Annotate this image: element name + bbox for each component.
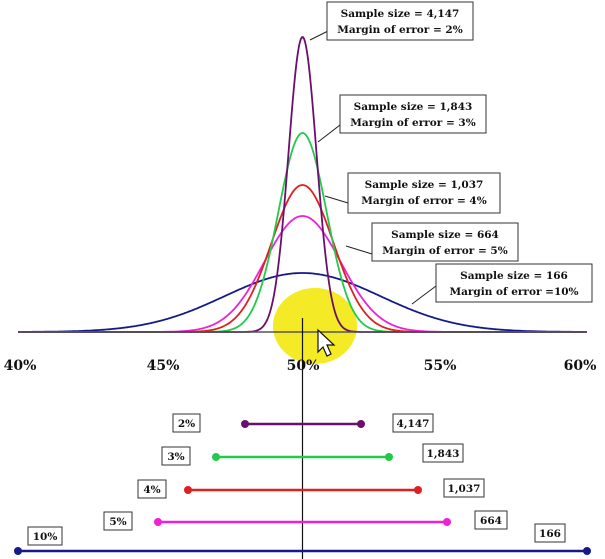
callout-sample-size: Sample size = 1,037: [365, 179, 484, 191]
callout-n-1037: Sample size = 1,037 Margin of error = 4%: [324, 172, 501, 214]
interval-endpoint-high: [357, 420, 365, 428]
callout-sample-size: Sample size = 166: [460, 270, 568, 282]
callout-leader: [411, 285, 437, 305]
callout-box: [435, 263, 593, 303]
interval-bar-n-1037: 4% 1,037: [137, 478, 485, 499]
interval-moe-box: [172, 413, 201, 433]
interval-endpoint-high: [443, 518, 451, 526]
interval-endpoint-low: [241, 420, 249, 428]
interval-size-box: [534, 523, 566, 543]
interval-moe-label: 10%: [33, 531, 58, 543]
x-tick-label: 45%: [147, 358, 180, 374]
interval-bar-n-1843: 3% 1,843: [161, 443, 464, 466]
callout-n-664: Sample size = 664 Margin of error = 5%: [345, 222, 519, 262]
callout-n-166: Sample size = 166 Margin of error =10%: [411, 263, 593, 305]
interval-moe-box: [27, 526, 63, 546]
callout-leader: [345, 245, 373, 255]
callout-n-1843: Sample size = 1,843 Margin of error = 3%: [317, 94, 487, 143]
callout-leader: [324, 195, 349, 204]
curve-n-166: [18, 272, 587, 333]
callout-n-4147: Sample size = 4,147 Margin of error = 2%: [309, 1, 474, 41]
interval-bar-n-4147: 2% 4,147: [172, 413, 434, 433]
interval-size-label: 664: [480, 515, 502, 527]
callout-leader: [317, 124, 341, 143]
highlight-marker: [273, 288, 357, 364]
interval-bar-n-166: 10% 166: [14, 523, 591, 555]
interval-moe-box: [137, 479, 167, 499]
callout-margin-of-error: Margin of error =10%: [449, 286, 578, 298]
interval-moe-box: [161, 446, 191, 466]
callout-box: [371, 222, 519, 262]
interval-moe-label: 5%: [109, 516, 126, 528]
mouse-pointer-icon: [317, 328, 336, 357]
x-tick-label: 50%: [287, 358, 320, 374]
interval-endpoint-low: [14, 547, 22, 555]
interval-size-box: [474, 510, 508, 530]
interval-endpoint-low: [184, 486, 192, 494]
interval-moe-label: 3%: [167, 451, 184, 463]
callout-margin-of-error: Margin of error = 2%: [337, 24, 462, 36]
callout-box: [347, 172, 501, 214]
interval-size-label: 1,037: [448, 483, 481, 495]
callout-box: [326, 1, 474, 41]
callout-box: [339, 94, 487, 134]
x-tick-label: 55%: [424, 358, 457, 374]
callout-sample-size: Sample size = 1,843: [354, 101, 473, 113]
interval-size-label: 4,147: [397, 418, 430, 430]
callout-sample-size: Sample size = 664: [391, 229, 499, 241]
interval-size-box: [443, 478, 485, 498]
callout-margin-of-error: Margin of error = 5%: [382, 245, 507, 257]
interval-bar-n-664: 5% 664: [103, 510, 508, 531]
x-tick-label: 60%: [564, 358, 597, 374]
interval-size-box: [392, 413, 434, 433]
interval-endpoint-high: [583, 547, 591, 555]
callout-margin-of-error: Margin of error = 4%: [361, 195, 486, 207]
interval-moe-box: [103, 511, 133, 531]
callout-sample-size: Sample size = 4,147: [341, 8, 460, 20]
interval-moe-label: 2%: [178, 418, 195, 430]
interval-size-label: 166: [539, 528, 561, 540]
x-tick-label: 40%: [4, 358, 37, 374]
interval-endpoint-low: [154, 518, 162, 526]
interval-endpoint-low: [212, 453, 220, 461]
interval-moe-label: 4%: [143, 484, 160, 496]
interval-endpoint-high: [414, 486, 422, 494]
interval-endpoint-high: [385, 453, 393, 461]
interval-size-label: 1,843: [427, 448, 460, 460]
interval-size-box: [422, 443, 464, 463]
callout-margin-of-error: Margin of error = 3%: [350, 117, 475, 129]
